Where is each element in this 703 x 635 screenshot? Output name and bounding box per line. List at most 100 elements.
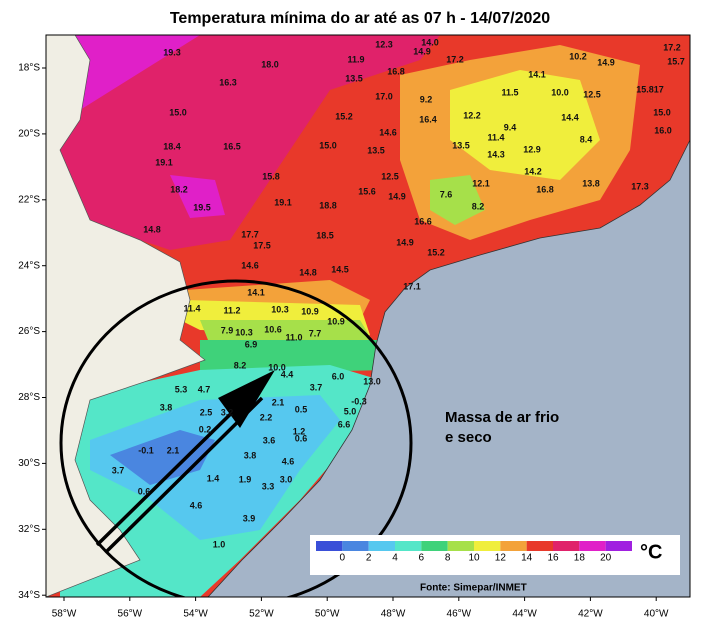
station-value: 19.1 [155,157,173,167]
station-value: 15.0 [653,107,671,117]
station-value: 15.2 [427,247,445,257]
colorbar-swatch [553,541,580,551]
station-value: 2.1 [167,445,180,455]
station-value: 1.9 [239,474,252,484]
station-value: 5.3 [175,384,188,394]
colorbar-swatch [421,541,448,551]
station-value: 14.2 [524,166,542,176]
colorbar: 0 2 4 6 8 10 12 14 16 18 20 [316,541,632,564]
station-value: 16.5 [223,141,241,151]
title: Temperatura mínima do ar até as 07 h - 1… [170,10,550,27]
colorbar-label: 0 [340,553,346,564]
colorbar-swatch [368,541,395,551]
station-value: 3.3 [262,481,275,491]
zone-20b [170,175,225,218]
lat-label: 20°S [18,129,40,140]
station-value: 3.7 [310,382,323,392]
zone-10 [430,175,485,225]
station-value: 16.0 [654,125,672,135]
station-value: 14.5 [331,264,349,274]
lon-label: 58°W [52,609,77,620]
station-value: 15.2 [335,111,353,121]
colorbar-swatch [605,541,632,551]
station-value: 10.3 [271,304,289,314]
station-labels: 19.318.016.312.3 14.014.911.916.813.517.2… [112,37,685,549]
station-value: 11.9 [347,54,364,64]
station-value: 15.8 [262,171,280,181]
station-value: 10.9 [301,306,319,316]
station-value: 3.6 [263,435,276,445]
station-value: 11.5 [501,87,518,97]
station-value: 9.4 [504,122,517,132]
station-value: 15.7 [667,56,685,66]
station-value: 17.1 [403,281,421,291]
station-value: 3.8 [244,450,257,460]
colorbar-swatch [474,541,501,551]
station-value: 14.4 [561,112,579,122]
station-value: -0.3 [351,396,367,406]
colorbar-swatch [395,541,422,551]
station-value: 15.817 [636,84,664,94]
colorbar-label: 2 [366,553,372,564]
station-value: 8.2 [234,360,247,370]
station-value: 1.4 [207,473,220,483]
colorbar-label: 8 [445,553,451,564]
station-value: 6.6 [338,419,351,429]
station-value: 14.6 [241,260,259,270]
station-value: 17.2 [663,42,681,52]
lon-label: 48°W [381,609,406,620]
station-value: 14.9 [388,191,406,201]
lat-label: 32°S [18,524,40,535]
colorbar-swatch [342,541,369,551]
lon-label: 52°W [249,609,274,620]
annotation-line1: Massa de ar frio e seco [445,409,559,446]
station-value: 11.4 [487,132,504,142]
station-value: 11.0 [285,332,302,342]
lat-label: 30°S [18,458,40,469]
zone-4 [90,395,340,540]
station-value: 12.5 [381,171,399,181]
station-value: 0.2 [199,424,212,434]
station-value: 12.1 [472,178,490,188]
station-value: 7.9 [221,325,234,335]
station-value: 2.1 [272,397,285,407]
station-value: 3.8 [160,402,173,412]
map-area: 19.318.016.312.3 14.014.911.916.813.517.2… [46,35,690,597]
station-value: 10.3 [235,327,253,337]
station-value: 14.9 [597,57,615,67]
ocean [207,139,690,597]
station-value: 4.6 [282,456,295,466]
station-value: 13.5 [367,145,385,155]
station-value: 3.2 [221,407,234,417]
station-value: 15.6 [358,186,376,196]
station-value: 18.4 [163,141,181,151]
station-value: 12.9 [523,144,541,154]
colorbar-swatch [579,541,606,551]
station-value: 17.5 [253,240,271,250]
colorbar-unit: °C [640,541,662,563]
colorbar-label: 16 [547,553,559,564]
station-value: 7.6 [440,189,453,199]
frame [45,34,691,598]
station-value: 19.3 [163,47,181,57]
station-value: 15.0 [169,107,187,117]
station-value: 10.0 [551,87,569,97]
station-value: 13.5 [345,73,363,83]
arrow-shaft [95,388,264,554]
station-value: 8.4 [580,134,593,144]
station-value: 17.3 [631,181,649,191]
lat-label: 22°S [18,194,40,205]
colorbar-label: 14 [521,553,533,564]
station-value: 10.9 [327,316,345,326]
station-value: 14.0 [421,37,439,47]
station-value: 12.2 [463,110,481,120]
lon-label: 50°W [315,609,340,620]
station-value: 11.4 [183,303,200,313]
lon-label: 54°W [183,609,208,620]
lon-label: 56°W [118,609,143,620]
station-value: 15.0 [319,140,337,150]
colorbar-swatch [526,541,553,551]
station-value: 17.7 [241,229,259,239]
colorbar-swatch [316,541,343,551]
